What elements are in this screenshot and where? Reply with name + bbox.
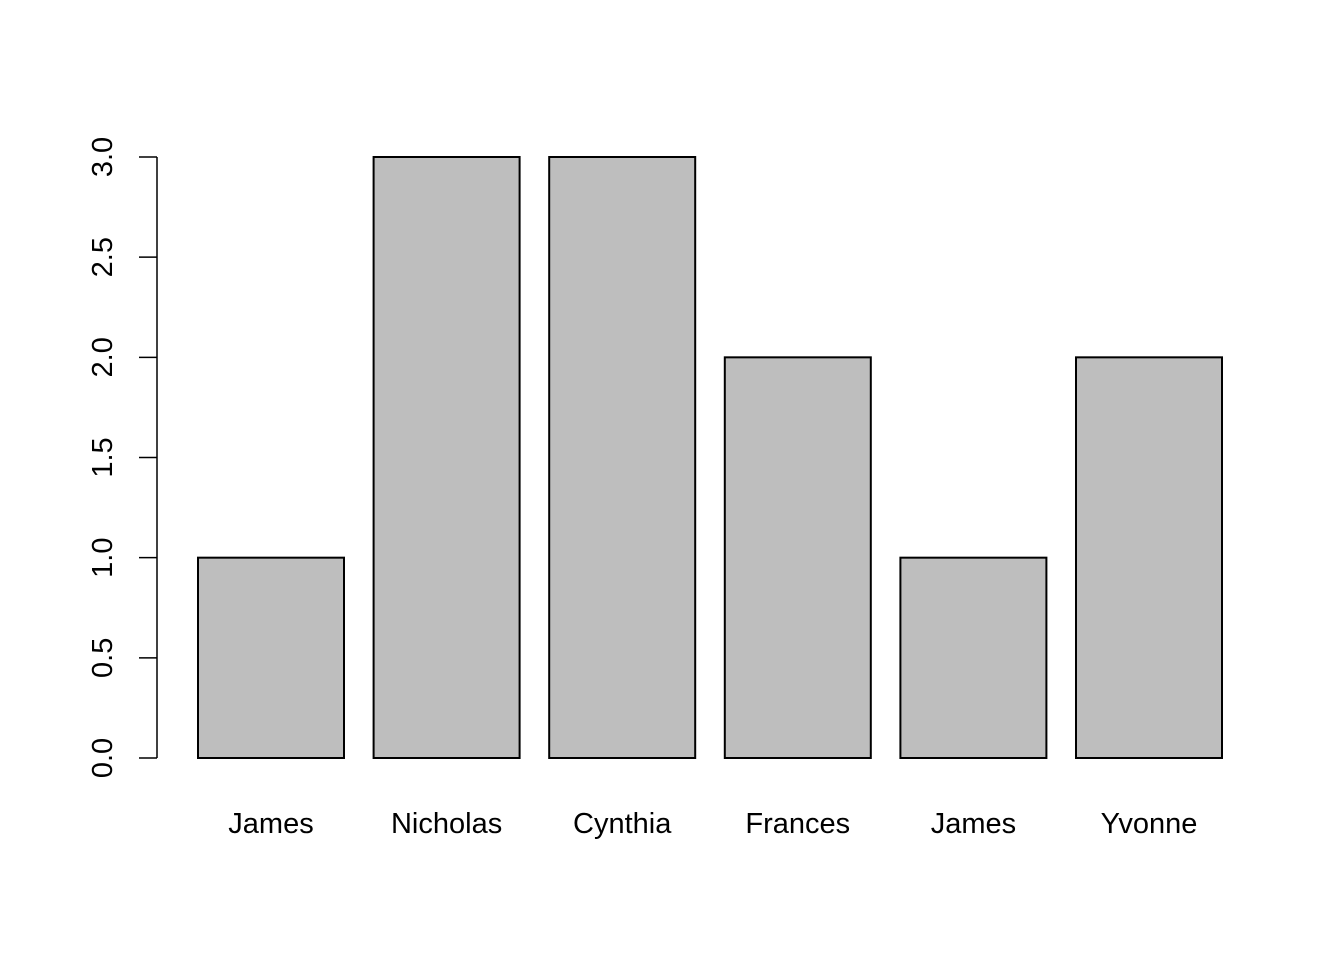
x-category-label: James bbox=[228, 808, 313, 840]
y-tick-label: 1.5 bbox=[87, 437, 119, 477]
y-tick-label: 2.0 bbox=[87, 337, 119, 377]
x-category-label: Frances bbox=[745, 808, 850, 840]
y-tick-label: 1.0 bbox=[87, 538, 119, 578]
bar-frances-3 bbox=[723, 356, 872, 759]
x-axis-labels: James Nicholas Cynthia Frances James Yvonne bbox=[228, 808, 1197, 840]
y-tick-label: 3.0 bbox=[87, 137, 119, 177]
bar-james-0 bbox=[197, 556, 345, 760]
x-category-label: Nicholas bbox=[391, 808, 502, 840]
x-category-label: Cynthia bbox=[573, 808, 672, 840]
bar-cynthia-2 bbox=[548, 156, 697, 759]
y-axis: 0.0 0.5 1.0 1.5 2.0 2.5 3.0 bbox=[87, 137, 158, 778]
bars bbox=[197, 156, 1223, 760]
bar-nicholas-1 bbox=[372, 156, 521, 759]
bar-james-4 bbox=[899, 556, 1048, 760]
y-tick-label: 0.5 bbox=[87, 638, 119, 678]
y-tick-label: 0.0 bbox=[87, 738, 119, 778]
x-category-label: James bbox=[931, 808, 1016, 840]
bar-yvonne-5 bbox=[1075, 356, 1223, 759]
y-tick-label: 2.5 bbox=[87, 237, 119, 277]
x-category-label: Yvonne bbox=[1101, 808, 1198, 840]
